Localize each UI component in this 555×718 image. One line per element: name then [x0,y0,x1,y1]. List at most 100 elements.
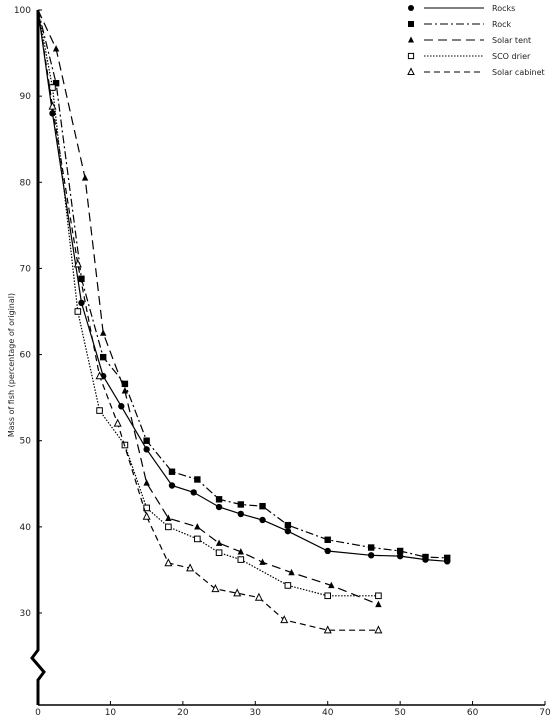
data-point [99,353,107,361]
data-point [374,625,383,634]
data-point [165,523,172,531]
data-point [165,514,172,521]
data-point [280,615,289,624]
x-tick-label: 60 [467,708,479,718]
data-point [396,547,404,555]
data-point [215,503,223,511]
data-point [186,563,195,572]
data-point [95,371,104,380]
data-point [168,468,176,475]
data-point [284,521,292,529]
series-4 [37,9,382,600]
data-point [396,552,404,560]
data-point [164,558,173,567]
y-tick-label: 100 [14,6,31,16]
legend-marker [408,36,414,43]
data-point [237,510,244,518]
y-tick-label: 60 [20,351,32,361]
legend-label: SCO drier [492,52,531,61]
legend-marker [407,52,415,60]
data-point [259,516,266,524]
y-tick-label: 50 [20,437,32,447]
data-point [81,174,89,181]
data-point [259,502,266,510]
legend-item: Solar cabinet [407,67,545,77]
data-point [143,446,150,453]
series-line [37,9,379,605]
data-point [288,568,295,576]
data-point [237,501,244,508]
x-tick-label: 0 [35,708,41,718]
series-2 [37,9,451,562]
data-point [52,45,60,52]
data-point [324,536,331,543]
data-point [422,553,429,561]
legend-marker [408,5,414,11]
data-point [194,476,201,483]
legend-item: Rocks [408,4,515,13]
y-tick-label: 30 [20,609,32,619]
x-tick-label: 20 [177,708,189,718]
data-point [78,275,85,282]
data-point [233,588,242,597]
data-point [254,592,263,601]
series-line [37,9,448,559]
data-point [74,308,82,315]
series-5 [37,9,383,634]
data-point [143,437,150,444]
data-point [328,581,335,589]
data-point [194,523,201,530]
data-point [284,582,292,589]
series-1 [37,9,451,565]
data-point [48,101,57,110]
data-point [113,418,122,427]
data-point [121,380,129,388]
data-point [324,547,331,555]
series-layer [37,9,451,634]
legend-label: Solar tent [492,36,531,45]
y-axis-title: Mass of fish (percentage of original) [7,293,16,437]
legend-label: Solar cabinet [492,68,545,77]
series-3 [37,9,382,608]
x-tick-label: 30 [250,708,262,718]
data-point [237,556,245,563]
data-point [49,84,56,91]
y-tick-label: 90 [20,92,32,102]
data-point [284,527,292,535]
data-point [118,403,125,410]
series-line [37,9,379,597]
data-point [323,625,332,634]
data-point [96,407,103,414]
legend-item: SCO drier [407,52,531,61]
data-point [73,259,82,268]
x-tick-label: 50 [394,708,406,718]
data-point [190,489,197,496]
data-point [143,479,150,486]
data-point [78,299,85,307]
y-tick-label: 70 [20,264,32,274]
data-point [237,548,244,555]
data-point [52,80,60,87]
data-point [444,554,451,562]
data-point [211,584,220,593]
data-point [259,558,266,565]
data-point [168,482,176,489]
legend-label: Rock [492,20,511,29]
legend-item: Rock [408,20,511,29]
data-point [99,329,107,336]
legend: Rocks Rock Solar tent SCO drier Solar cabine… [407,4,545,77]
data-point [375,600,382,608]
legend-label: Rocks [492,4,515,13]
data-point [367,552,375,559]
data-point [324,592,332,600]
legend-marker [408,21,414,27]
data-point [49,110,56,117]
legend-item: Solar tent [408,36,531,45]
x-tick-label: 40 [322,708,334,718]
data-point [375,592,382,600]
series-line [37,9,448,562]
x-tick-label: 10 [105,708,117,718]
data-point [121,387,129,394]
legend-marker [407,67,415,75]
